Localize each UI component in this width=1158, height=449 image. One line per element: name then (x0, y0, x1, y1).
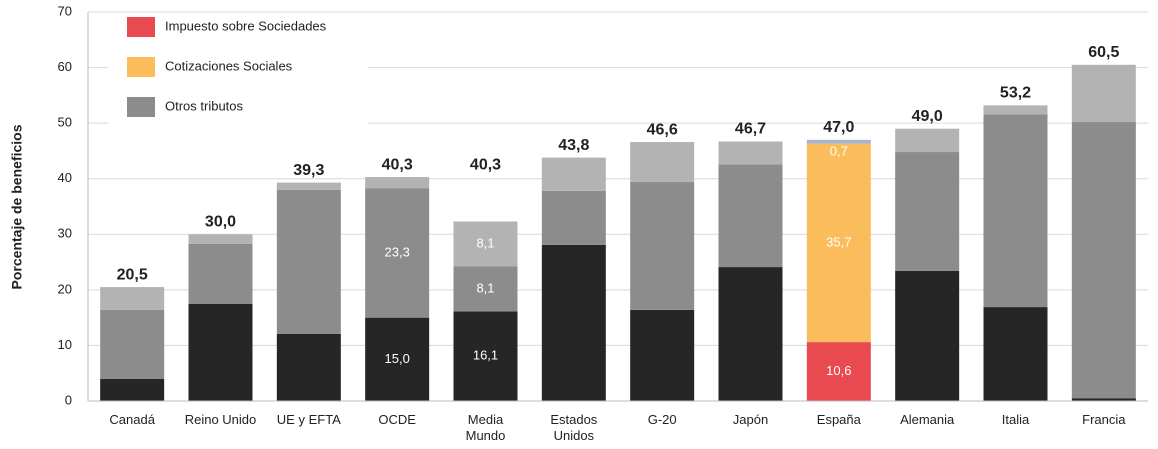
segment-label: 23,3 (385, 244, 410, 259)
y-tick-label: 30 (58, 226, 72, 241)
legend-swatch (127, 17, 155, 37)
y-tick-label: 10 (58, 337, 72, 352)
total-label: 49,0 (912, 108, 943, 125)
x-tick-label: Italia (1002, 412, 1030, 427)
total-label: 60,5 (1088, 44, 1119, 61)
bar-segment (630, 309, 695, 401)
bar-segment (276, 333, 341, 401)
x-tick-label: OCDE (378, 412, 416, 427)
bar-segment (453, 221, 518, 267)
bar-segment (541, 157, 606, 191)
bar-segment (895, 270, 960, 401)
legend-label: Impuesto sobre Sociedades (165, 18, 327, 33)
total-label: 40,3 (470, 156, 501, 173)
bar-segment (806, 143, 871, 343)
bar-segment (983, 114, 1048, 308)
bar-segment (276, 182, 341, 190)
y-tick-label: 70 (58, 3, 72, 18)
bar-segment (1071, 122, 1136, 399)
bar-segment (983, 105, 1048, 115)
total-label: 46,6 (647, 121, 678, 138)
bar-segment (188, 303, 253, 401)
segment-label: 8,1 (476, 235, 494, 250)
bar-segment (188, 234, 253, 244)
bar-segment (188, 243, 253, 304)
bar-segment (983, 307, 1048, 401)
bar-segment (806, 139, 871, 144)
y-tick-label: 50 (58, 115, 72, 130)
total-label: 39,3 (293, 162, 324, 179)
bar-segment (1071, 398, 1136, 401)
total-label: 40,3 (382, 156, 413, 173)
bar-segment (1071, 64, 1136, 123)
total-label: 20,5 (117, 266, 148, 283)
y-tick-label: 60 (58, 59, 72, 74)
segment-label: 10,6 (826, 363, 851, 378)
bar-segment (365, 317, 430, 401)
y-axis-label: Porcentaje de beneficios (9, 124, 25, 289)
bar-segment (718, 164, 783, 268)
bar-segment (453, 266, 518, 312)
x-tick-label: Japón (733, 412, 768, 427)
x-tick-label: Francia (1082, 412, 1126, 427)
total-label: 53,2 (1000, 85, 1031, 102)
x-tick-label: UE y EFTA (277, 412, 341, 427)
total-label: 30,0 (205, 214, 236, 231)
bar-segment (541, 190, 606, 245)
bar-segment (365, 177, 430, 189)
segment-label: 0,7 (830, 143, 848, 158)
x-tick-label: Alemania (900, 412, 955, 427)
bar-segment (100, 287, 165, 310)
y-tick-label: 0 (65, 392, 72, 407)
segment-label: 15,0 (385, 351, 410, 366)
segment-label: 16,1 (473, 348, 498, 363)
bar-segment (718, 267, 783, 401)
total-label: 47,0 (823, 119, 854, 136)
bar-segment (100, 378, 165, 401)
bar-segment (630, 142, 695, 183)
x-tick-label: Media Mundo (466, 412, 506, 443)
x-tick-label: Reino Unido (185, 412, 257, 427)
x-tick-label: G-20 (648, 412, 677, 427)
y-tick-label: 40 (58, 170, 72, 185)
bar-segment (100, 309, 165, 379)
bar-segment (895, 128, 960, 153)
bar-segment (718, 141, 783, 165)
y-tick-label: 20 (58, 281, 72, 296)
bar-segment (806, 342, 871, 401)
segment-label: 35,7 (826, 234, 851, 249)
bar-segment (453, 311, 518, 401)
legend-label: Cotizaciones Sociales (165, 58, 293, 73)
segment-label: 8,1 (476, 280, 494, 295)
x-tick-label: España (817, 412, 862, 427)
total-label: 43,8 (558, 137, 589, 154)
bar-segment (630, 182, 695, 310)
legend-swatch (127, 57, 155, 77)
legend-label: Otros tributos (165, 98, 244, 113)
bar-segment (895, 152, 960, 271)
x-tick-label: Canadá (109, 412, 155, 427)
bar-segment (541, 244, 606, 401)
x-tick-label: Estados Unidos (550, 412, 597, 443)
bar-segment (276, 189, 341, 334)
bar-segment (365, 188, 430, 318)
total-label: 46,7 (735, 121, 766, 138)
legend-swatch (127, 97, 155, 117)
